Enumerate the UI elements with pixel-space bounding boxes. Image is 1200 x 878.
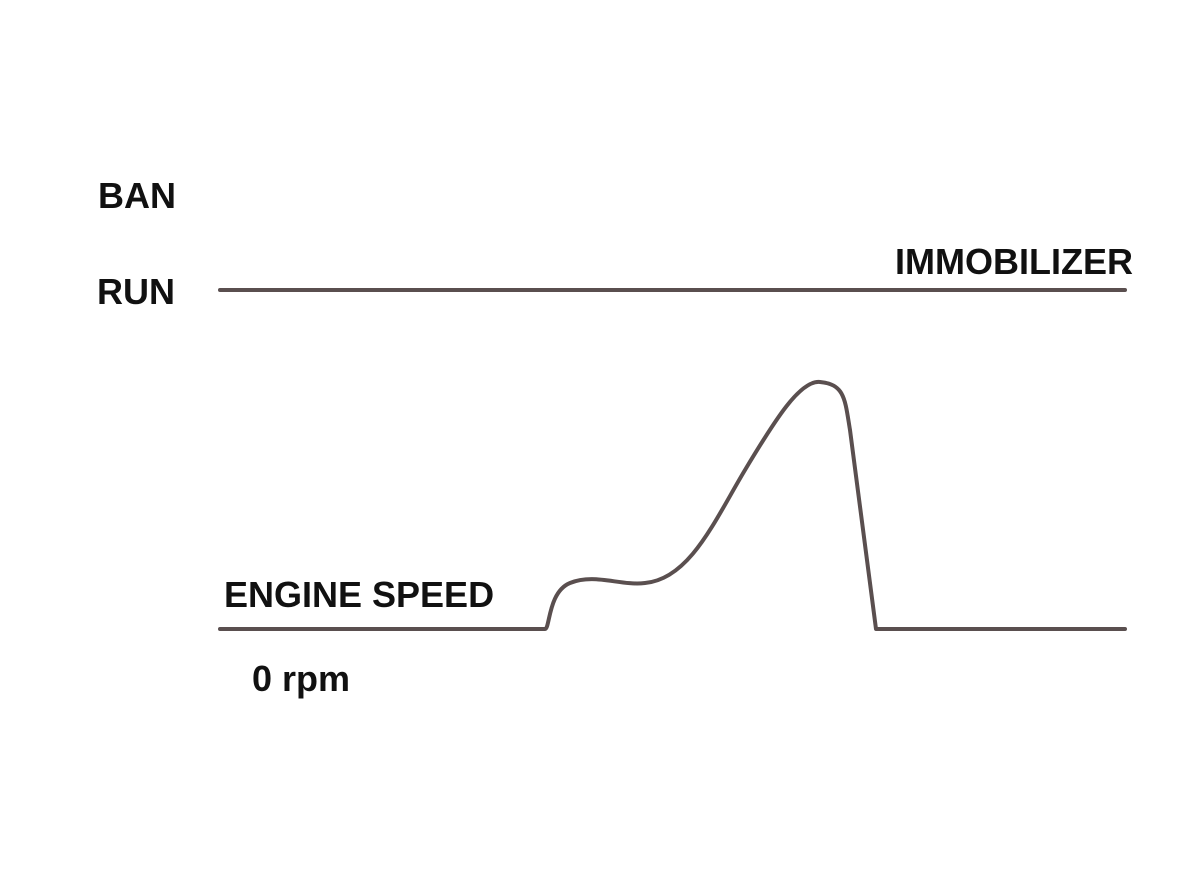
immobilizer-label: IMMOBILIZER [895, 241, 1133, 282]
engine-speed-label: ENGINE SPEED [224, 574, 494, 615]
engine-speed-trace [218, 379, 1127, 631]
zero-rpm-label: 0 rpm [252, 658, 350, 699]
ban-label: BAN [98, 175, 176, 216]
run-label: RUN [97, 271, 175, 312]
